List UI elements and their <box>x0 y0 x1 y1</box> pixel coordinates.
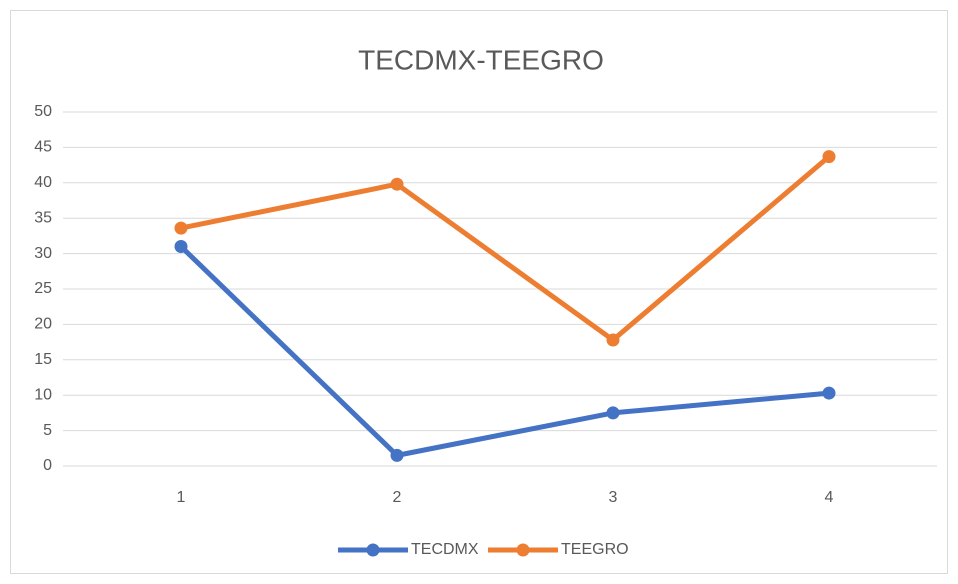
y-tick-label: 50 <box>34 103 52 120</box>
legend-marker <box>366 543 380 557</box>
series-line <box>178 154 832 343</box>
y-tick-label: 25 <box>34 280 52 297</box>
y-tick-label: 35 <box>34 209 52 226</box>
marker <box>174 221 188 235</box>
y-tick-label: 15 <box>34 351 52 368</box>
x-tick-label: 2 <box>393 489 402 506</box>
series-line <box>178 244 832 458</box>
chart-title: TECDMX-TEEGRO <box>358 44 604 75</box>
y-tick-label: 5 <box>43 422 52 439</box>
legend-marker <box>516 543 530 557</box>
chart-border <box>10 10 948 574</box>
legend-label: TEEGRO <box>561 541 629 558</box>
y-tick-label: 40 <box>34 174 52 191</box>
marker <box>390 448 404 462</box>
x-tick-label: 4 <box>825 489 834 506</box>
legend-label: TECDMX <box>411 541 479 558</box>
y-tick-label: 10 <box>34 386 52 403</box>
x-tick-label: 1 <box>177 489 186 506</box>
marker <box>174 240 188 254</box>
y-tick-label: 30 <box>34 245 52 262</box>
marker <box>606 406 620 420</box>
marker <box>822 386 836 400</box>
y-tick-label: 20 <box>34 316 52 333</box>
y-tick-label: 45 <box>34 139 52 156</box>
y-tick-label: 0 <box>43 457 52 474</box>
marker <box>390 177 404 191</box>
marker <box>606 333 620 347</box>
x-tick-label: 3 <box>609 489 618 506</box>
marker <box>822 150 836 164</box>
